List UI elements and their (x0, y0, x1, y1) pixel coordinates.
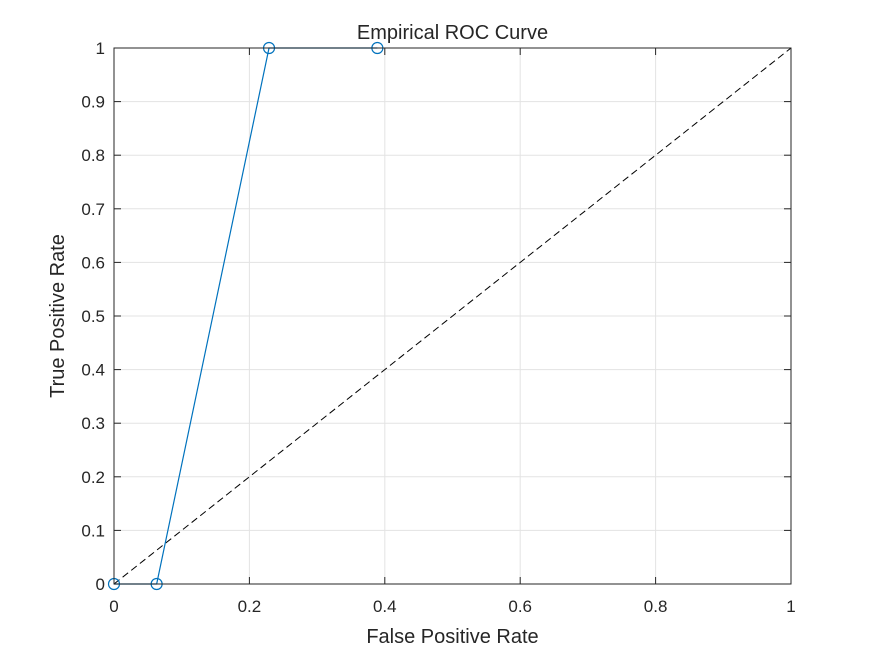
x-tick-label: 0.4 (373, 597, 397, 616)
y-tick-label: 0.1 (81, 521, 105, 540)
x-tick-label: 0 (109, 597, 118, 616)
y-tick-label: 0.6 (81, 253, 105, 272)
y-axis-label: True Positive Rate (47, 234, 69, 398)
y-tick-label: 0.8 (81, 146, 105, 165)
y-tick-label: 0.5 (81, 307, 105, 326)
axes-border (113, 47, 792, 585)
x-axis-label: False Positive Rate (366, 626, 538, 648)
y-tick-label: 0.2 (81, 468, 105, 487)
y-tick-label: 0 (96, 575, 105, 594)
chance-reference-line (113, 47, 792, 585)
y-tick-label: 0.3 (81, 414, 105, 433)
chart-title: Empirical ROC Curve (357, 22, 548, 44)
x-tick-label: 1 (786, 597, 795, 616)
y-tick-label: 0.7 (81, 200, 105, 219)
y-tick-label: 0.9 (81, 93, 105, 112)
x-tick-label: 0.8 (644, 597, 668, 616)
x-tick-label: 0.2 (238, 597, 262, 616)
chance-diagonal-line (113, 47, 792, 585)
y-tick-label: 1 (96, 39, 105, 58)
y-tick-label: 0.4 (81, 361, 105, 380)
x-tick-label: 0.6 (508, 597, 532, 616)
x-tick-labels: 0 0.2 0.4 0.6 0.8 1 (109, 597, 795, 616)
y-tick-labels: 0 0.1 0.2 0.3 0.4 0.5 0.6 0.7 0.8 0.9 1 (81, 39, 105, 594)
